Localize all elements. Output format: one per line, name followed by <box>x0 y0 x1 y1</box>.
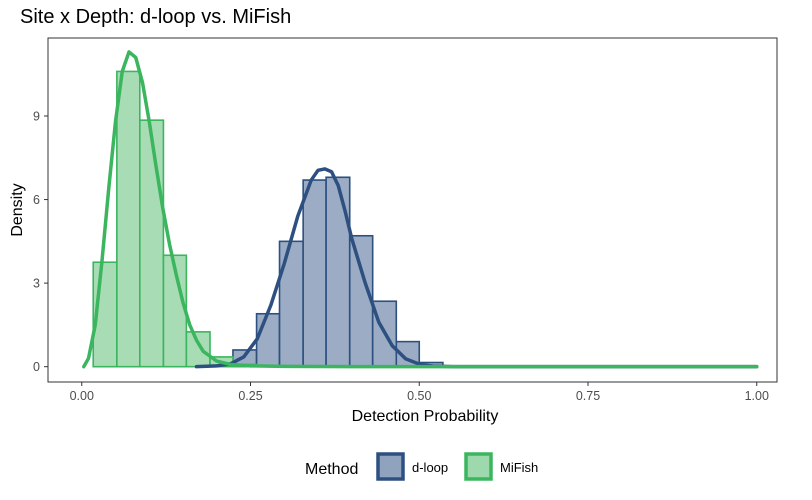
histogram-bar <box>185 331 211 368</box>
legend-label: d-loop <box>412 460 448 475</box>
histogram-bar <box>348 234 374 368</box>
legend-item-d-loop: d-loop <box>376 452 448 481</box>
x-tick-label: 0.25 <box>238 389 262 403</box>
histogram-bar <box>302 179 327 368</box>
histogram-bar <box>278 240 304 368</box>
legend-label: MiFish <box>500 460 538 475</box>
histogram-bar <box>255 312 281 368</box>
density-curve-mifish <box>82 50 759 369</box>
chart-title: Site x Depth: d-loop vs. MiFish <box>20 6 291 28</box>
y-tick-label: 0 <box>33 360 40 374</box>
legend-entries: d-loop MiFish <box>376 452 538 481</box>
x-axis-title: Detection Probability <box>352 408 499 425</box>
legend: Method d-loop MiFish <box>305 452 538 481</box>
panel-border <box>47 37 778 383</box>
legend-key <box>376 452 405 481</box>
x-tick-label: 0.00 <box>70 389 94 403</box>
y-axis-title: Density <box>9 183 26 236</box>
plot-area <box>82 50 759 369</box>
histogram-bar <box>325 176 351 368</box>
axes: 0.00 0.25 0.50 0.75 1.00 0 3 6 9 <box>33 109 769 403</box>
y-tick-label: 3 <box>33 277 40 291</box>
legend-item-mifish: MiFish <box>464 452 538 481</box>
series-d-loop-bars <box>232 176 444 368</box>
histogram-bar <box>116 70 141 368</box>
x-tick-label: 0.50 <box>407 389 431 403</box>
histogram-bar <box>139 119 165 368</box>
y-tick-label: 6 <box>33 193 40 207</box>
legend-key <box>464 452 493 481</box>
legend-title: Method <box>305 461 358 478</box>
x-tick-label: 0.75 <box>576 389 600 403</box>
x-tick-label: 1.00 <box>745 389 769 403</box>
y-tick-label: 9 <box>33 109 40 123</box>
